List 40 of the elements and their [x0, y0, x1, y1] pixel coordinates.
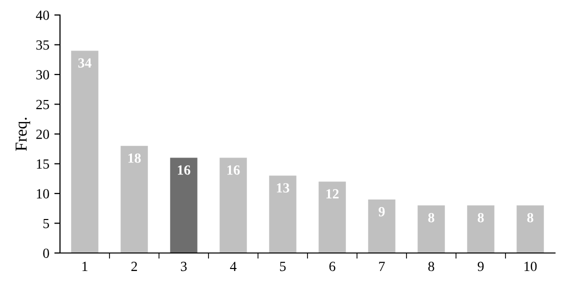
y-tick-label: 35 — [36, 40, 50, 50]
y-tick-label: 5 — [43, 218, 50, 228]
x-tick-label: 9 — [478, 262, 484, 272]
bar — [318, 182, 346, 253]
x-tick-label: 10 — [524, 262, 537, 272]
y-tick-label: 20 — [36, 130, 50, 139]
bar — [418, 205, 445, 253]
bar — [71, 50, 98, 253]
data-label: 12 — [326, 189, 339, 198]
x-tick-label: 2 — [131, 262, 137, 271]
bar — [220, 158, 247, 253]
bar — [269, 176, 296, 253]
x-tick-label: 4 — [230, 262, 237, 271]
x-tick-label: 3 — [180, 262, 187, 272]
data-label: 13 — [276, 183, 290, 193]
data-label: 18 — [128, 153, 141, 163]
bar — [120, 146, 148, 253]
data-label: 16 — [227, 165, 240, 175]
bar — [368, 199, 396, 253]
y-axis-title: Freq. — [16, 118, 30, 151]
y-tick-label: 0 — [43, 248, 50, 258]
x-tick-label: 6 — [329, 262, 336, 272]
data-label: 8 — [527, 212, 534, 222]
y-tick-label: 30 — [36, 70, 50, 80]
x-tick-label: 5 — [280, 262, 286, 272]
bar — [467, 205, 494, 253]
x-tick-label: 8 — [428, 262, 434, 272]
data-label: 9 — [378, 207, 385, 216]
data-label: 8 — [478, 212, 484, 222]
y-tick-label: 40 — [36, 10, 50, 20]
y-tick-label: 10 — [36, 189, 50, 198]
y-tick-label: 15 — [36, 159, 50, 169]
data-label: 8 — [428, 212, 434, 222]
data-label: 34 — [78, 58, 92, 68]
bar — [170, 158, 198, 253]
x-tick-label: 1 — [82, 262, 88, 271]
x-tick-label: 7 — [379, 262, 385, 271]
y-tick-label: 25 — [36, 100, 50, 110]
bar — [516, 205, 544, 253]
data-label: 16 — [178, 165, 190, 175]
